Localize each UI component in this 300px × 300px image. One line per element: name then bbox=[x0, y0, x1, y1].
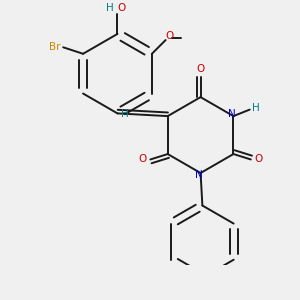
Text: O: O bbox=[255, 154, 263, 164]
Text: H: H bbox=[252, 103, 260, 113]
Text: Br: Br bbox=[50, 42, 61, 52]
Text: H: H bbox=[122, 109, 129, 119]
Text: N: N bbox=[195, 170, 203, 180]
Text: O: O bbox=[138, 154, 147, 164]
Text: O: O bbox=[165, 32, 173, 41]
Text: H: H bbox=[106, 2, 114, 13]
Text: O: O bbox=[196, 64, 205, 74]
Text: N: N bbox=[228, 109, 236, 119]
Text: O: O bbox=[118, 2, 126, 13]
